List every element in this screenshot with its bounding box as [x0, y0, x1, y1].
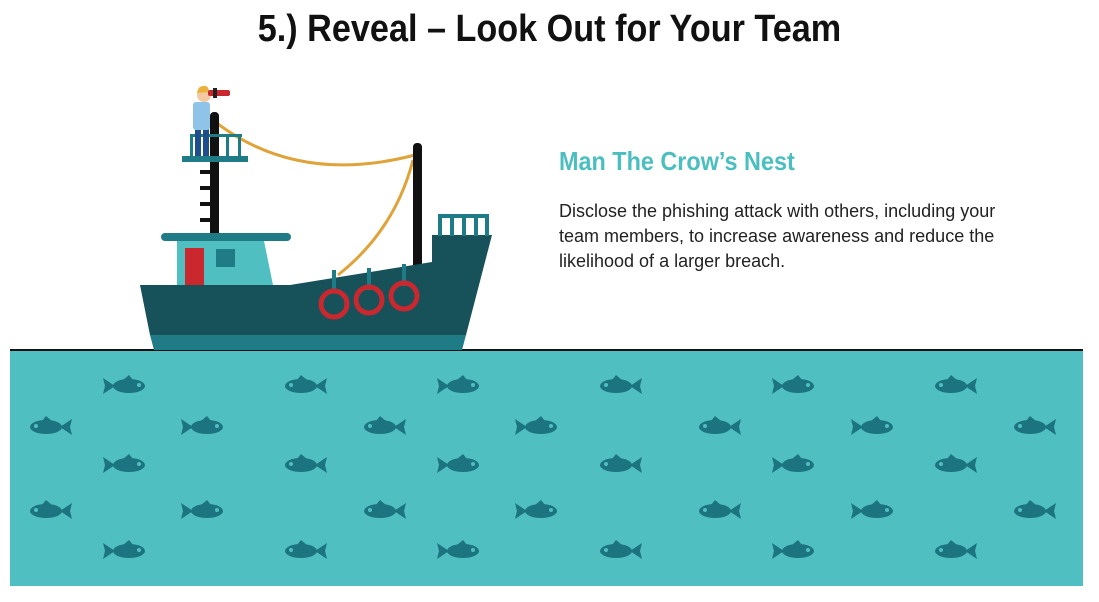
- fish-icon: [772, 454, 814, 473]
- life-ring-icon: [353, 284, 385, 316]
- hull-stripe: [150, 335, 466, 350]
- fish-icon: [181, 416, 223, 435]
- fish-icon: [515, 416, 557, 435]
- cabin-door: [185, 248, 204, 285]
- fish-icon: [851, 500, 893, 519]
- fish-icon: [364, 500, 406, 519]
- life-ring-icon: [318, 288, 350, 320]
- fish-icon: [851, 416, 893, 435]
- fish-icon: [30, 416, 72, 435]
- rope: [337, 159, 415, 277]
- fish-icon: [935, 454, 977, 473]
- section-body: Disclose the phishing attack with others…: [559, 201, 996, 271]
- fish-icon: [30, 500, 72, 519]
- fish-icon: [600, 540, 642, 559]
- fish-icon: [181, 500, 223, 519]
- fish-icon: [600, 454, 642, 473]
- fish-school: [30, 375, 1056, 559]
- fish-icon: [935, 375, 977, 394]
- fish-icon: [103, 375, 145, 394]
- fish-icon: [285, 454, 327, 473]
- fish-icon: [515, 500, 557, 519]
- section-heading: Man The Crow’s Nest: [559, 146, 795, 176]
- fishing-boat-icon: [140, 85, 492, 350]
- cabin-window: [216, 249, 235, 267]
- fish-icon: [772, 375, 814, 394]
- fish-icon: [1014, 416, 1056, 435]
- binoculars-icon: [208, 90, 230, 96]
- fish-icon: [437, 375, 479, 394]
- fish-icon: [103, 454, 145, 473]
- fish-icon: [285, 540, 327, 559]
- water: [10, 350, 1083, 586]
- lookout-person-icon: [193, 85, 230, 156]
- fish-icon: [699, 416, 741, 435]
- fish-icon: [437, 454, 479, 473]
- fish-icon: [103, 540, 145, 559]
- fish-icon: [1014, 500, 1056, 519]
- fish-icon: [600, 375, 642, 394]
- page-title: 5.) Reveal – Look Out for Your Team: [257, 8, 842, 50]
- fish-icon: [437, 540, 479, 559]
- fish-icon: [699, 500, 741, 519]
- fish-icon: [364, 416, 406, 435]
- fish-icon: [935, 540, 977, 559]
- fish-icon: [285, 375, 327, 394]
- life-ring-icon: [388, 280, 420, 312]
- fish-icon: [772, 540, 814, 559]
